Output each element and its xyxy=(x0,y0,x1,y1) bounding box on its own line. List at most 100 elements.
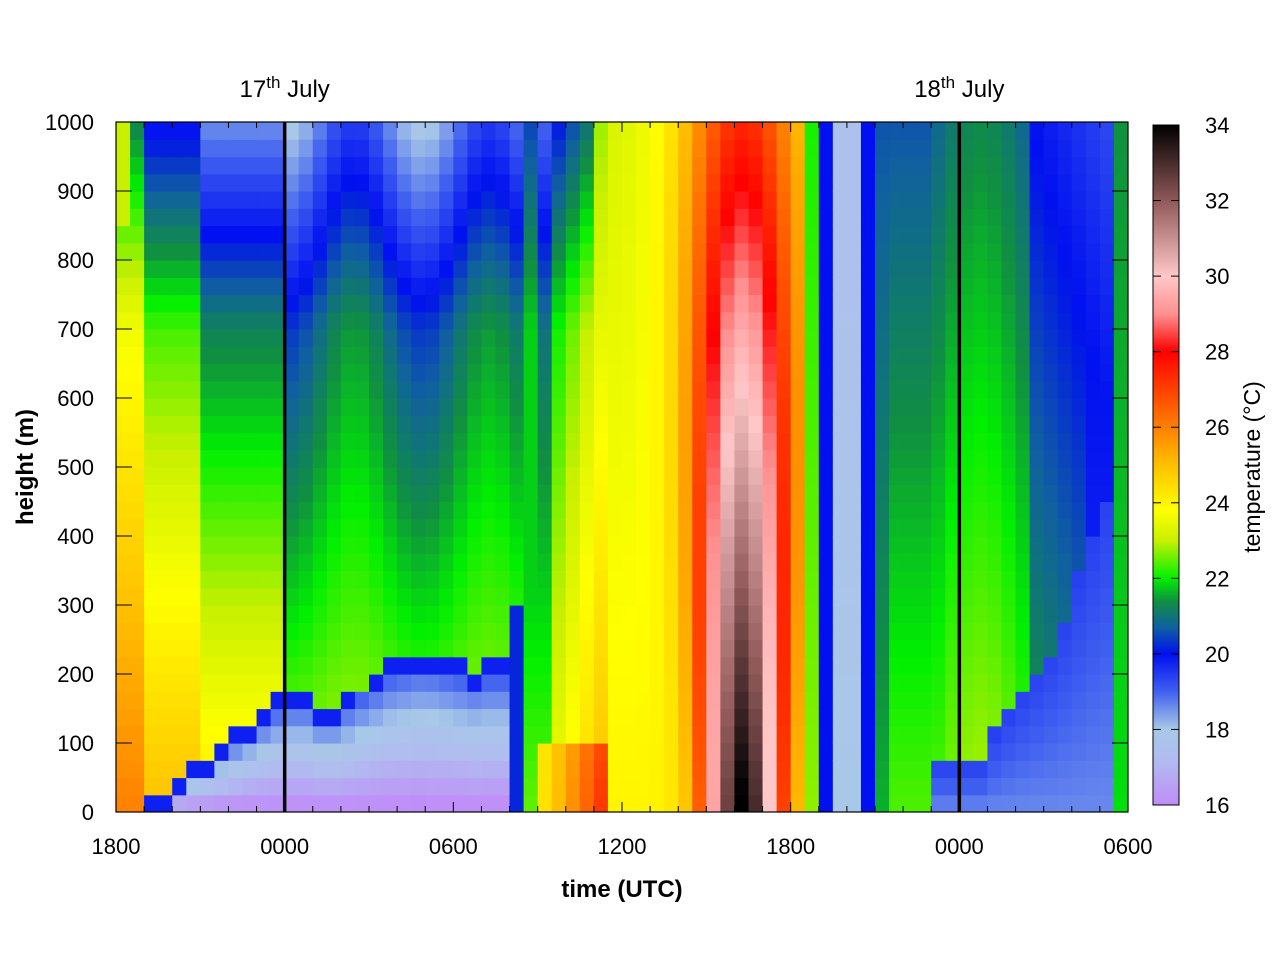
x-axis-title: time (UTC) xyxy=(561,876,682,903)
heatmap-cell xyxy=(439,173,454,192)
heatmap-cell xyxy=(818,363,834,382)
heatmap-cell xyxy=(1029,518,1045,537)
heatmap-cell xyxy=(509,725,525,744)
heatmap-cell xyxy=(748,708,764,727)
heatmap-cell xyxy=(411,398,426,416)
heatmap-cell xyxy=(284,277,300,296)
heatmap-cell xyxy=(776,277,792,296)
heatmap-cell xyxy=(354,553,370,572)
heatmap-cell xyxy=(650,570,665,589)
heatmap-cell xyxy=(256,432,272,451)
heatmap-cell xyxy=(481,760,497,779)
heatmap-cell xyxy=(397,329,412,347)
heatmap-cell xyxy=(790,708,806,727)
heatmap-cell xyxy=(579,294,595,313)
heatmap-cell xyxy=(776,363,792,382)
heatmap-cell xyxy=(607,467,623,485)
heatmap-cell xyxy=(425,725,440,744)
heatmap-cell xyxy=(748,311,764,330)
heatmap-cell xyxy=(776,156,792,175)
heatmap-cell xyxy=(1071,691,1087,710)
heatmap-cell xyxy=(186,708,201,727)
heatmap-cell xyxy=(1085,225,1101,244)
heatmap-cell xyxy=(523,346,539,365)
heatmap-cell xyxy=(1099,587,1115,606)
heatmap-cell xyxy=(889,242,904,261)
heatmap-cell xyxy=(144,191,159,209)
heatmap-cell xyxy=(846,501,862,520)
heatmap-cell xyxy=(860,674,876,692)
heatmap-cell xyxy=(1029,467,1045,485)
heatmap-cell xyxy=(354,173,370,192)
heatmap-cell xyxy=(593,639,609,658)
heatmap-cell xyxy=(439,311,454,330)
heatmap-cell xyxy=(200,570,215,589)
heatmap-cell xyxy=(425,467,440,485)
heatmap-cell xyxy=(1001,656,1017,675)
heatmap-cell xyxy=(945,260,960,278)
heatmap-cell xyxy=(186,277,201,296)
heatmap-cell xyxy=(776,760,792,779)
heatmap-cell xyxy=(1015,622,1031,641)
heatmap-cell xyxy=(1001,570,1017,589)
heatmap-cell xyxy=(607,691,623,710)
heatmap-cell xyxy=(832,570,848,589)
heatmap-cell xyxy=(832,708,848,727)
heatmap-cell xyxy=(903,277,918,296)
heatmap-cell xyxy=(509,208,525,227)
heatmap-cell xyxy=(1043,587,1059,606)
heatmap-cell xyxy=(1043,449,1059,468)
heatmap-cell xyxy=(720,518,736,537)
heatmap-cell xyxy=(973,398,989,416)
heatmap-cell xyxy=(537,467,553,485)
heatmap-cell xyxy=(326,139,342,158)
heatmap-cell xyxy=(593,398,609,416)
heatmap-cell xyxy=(411,156,426,175)
heatmap-cell xyxy=(607,346,623,365)
heatmap-cell xyxy=(664,639,679,658)
heatmap-cell xyxy=(116,139,131,158)
heatmap-cell xyxy=(214,242,230,261)
heatmap-cell xyxy=(411,329,426,347)
heatmap-cell xyxy=(875,225,890,244)
heatmap-cell xyxy=(453,639,468,658)
heatmap-cell xyxy=(172,674,187,692)
heatmap-cell xyxy=(270,363,286,382)
heatmap-cell xyxy=(903,139,918,158)
heatmap-cell xyxy=(832,294,848,313)
heatmap-cell xyxy=(439,449,454,468)
heatmap-cell xyxy=(720,311,736,330)
heatmap-cell xyxy=(537,139,553,158)
heatmap-cell xyxy=(664,329,679,347)
heatmap-cell xyxy=(481,467,497,485)
heatmap-cell xyxy=(158,467,173,485)
heatmap-cell xyxy=(1071,467,1087,485)
heatmap-cell xyxy=(340,398,356,416)
heatmap-cell xyxy=(439,743,454,761)
heatmap-cell xyxy=(214,449,230,468)
heatmap-cell xyxy=(593,432,609,451)
heatmap-cell xyxy=(116,363,131,382)
y-tick-label: 400 xyxy=(57,524,94,549)
heatmap-cell xyxy=(692,639,707,658)
heatmap-cell xyxy=(734,260,750,278)
heatmap-cell xyxy=(523,794,539,812)
heatmap-cell xyxy=(579,639,595,658)
heatmap-cell xyxy=(411,656,426,675)
heatmap-cell xyxy=(804,208,820,227)
heatmap-cell xyxy=(186,794,201,812)
heatmap-cell xyxy=(804,484,820,503)
heatmap-cell xyxy=(1085,139,1101,158)
heatmap-cell xyxy=(945,467,960,485)
heatmap-cell xyxy=(1029,449,1045,468)
heatmap-cell xyxy=(158,587,173,606)
heatmap-cell xyxy=(579,587,595,606)
heatmap-cell xyxy=(818,691,834,710)
heatmap-cell xyxy=(762,622,778,641)
heatmap-cell xyxy=(762,553,778,572)
heatmap-cell xyxy=(509,518,525,537)
heatmap-cell xyxy=(1099,501,1115,520)
heatmap-cell xyxy=(678,674,693,692)
heatmap-cell xyxy=(214,294,230,313)
heatmap-cell xyxy=(1029,743,1045,761)
